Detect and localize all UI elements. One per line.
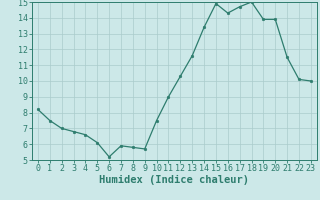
X-axis label: Humidex (Indice chaleur): Humidex (Indice chaleur)	[100, 175, 249, 185]
